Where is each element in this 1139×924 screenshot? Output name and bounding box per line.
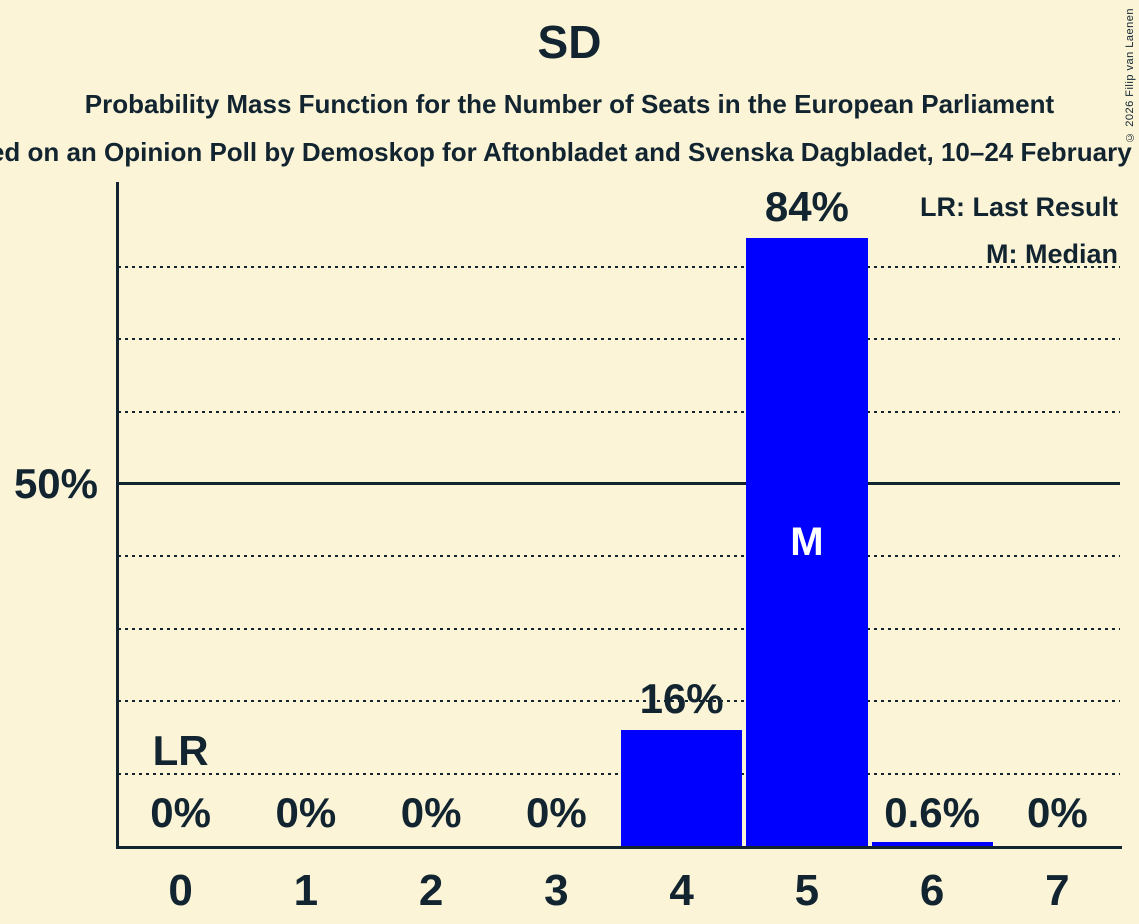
last-result-marker-label: LR xyxy=(152,727,209,774)
chart-subtitle: Probability Mass Function for the Number… xyxy=(84,89,1055,119)
x-tick-label-3: 3 xyxy=(544,866,569,915)
bar-value-label-seat-5: 84% xyxy=(764,182,849,230)
x-tick-label-0: 0 xyxy=(168,866,193,915)
gridline-solid-50pct xyxy=(118,482,1120,485)
y-axis-line xyxy=(116,182,119,846)
chart-legend: LR: Last Result M: Median xyxy=(920,184,1118,278)
bar-seat-6 xyxy=(871,841,993,846)
x-tick-label-1: 1 xyxy=(293,866,319,915)
chart-title: SD xyxy=(537,16,602,68)
bar-value-label-seat-6: 0.6% xyxy=(884,789,980,836)
x-tick-label-7: 7 xyxy=(1045,866,1070,915)
copyright-note: © 2026 Filip van Laenen xyxy=(1124,8,1136,143)
x-tick-label-5: 5 xyxy=(794,866,820,915)
bar-seat-4 xyxy=(621,730,743,846)
bar-value-label-seat-7: 0% xyxy=(1027,789,1088,836)
gridline-20pct xyxy=(118,700,1120,703)
x-tick-label-6: 6 xyxy=(919,866,945,915)
legend-last-result: LR: Last Result xyxy=(919,192,1118,222)
bar-value-label-seat-0: 0% xyxy=(150,789,211,836)
x-axis-line xyxy=(116,846,1122,849)
x-tick-label-4: 4 xyxy=(669,866,694,915)
gridline-70pct xyxy=(118,338,1120,341)
gridline-60pct xyxy=(118,410,1120,413)
gridline-40pct xyxy=(118,555,1120,558)
gridline-80pct xyxy=(118,265,1120,268)
legend-median: M: Median xyxy=(986,239,1118,269)
bar-value-label-seat-1: 0% xyxy=(275,789,337,836)
x-tick-label-2: 2 xyxy=(418,866,444,915)
y-axis-50pct-label: 50% xyxy=(13,460,98,507)
gridline-30pct xyxy=(118,627,1120,630)
gridline-10pct xyxy=(118,772,1120,775)
bar-value-label-seat-2: 0% xyxy=(400,789,462,836)
bar-seat-5 xyxy=(746,237,868,846)
chart-subtitle-source: Based on an Opinion Poll by Demoskop for… xyxy=(0,137,1139,167)
plot-area: 0% 0 0% 1 0% 2 0% 3 16% 4 84% 5 0.6% 6 0% 7 M LR xyxy=(116,122,1122,913)
median-marker-label: M xyxy=(790,519,824,564)
bar-value-label-seat-3: 0% xyxy=(526,789,587,836)
bar-value-label-seat-4: 16% xyxy=(639,675,724,723)
